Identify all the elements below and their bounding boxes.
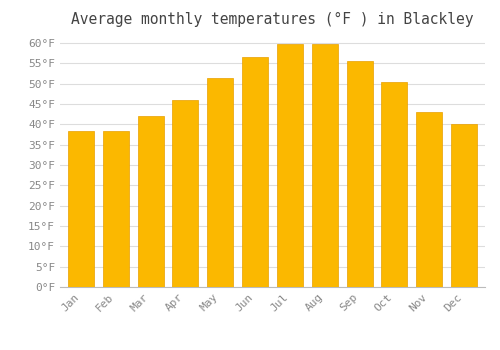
Bar (382, 82, 407, 287)
Bar (416, 112, 442, 287)
Bar (346, 61, 372, 287)
Bar (138, 116, 164, 287)
Bar (277, 44, 303, 287)
Bar (451, 124, 477, 287)
Bar (68, 131, 94, 287)
Bar (102, 131, 129, 287)
Bar (312, 44, 338, 287)
Bar (207, 78, 234, 287)
Title: Average monthly temperatures (°F ) in Blackley: Average monthly temperatures (°F ) in Bl… (72, 12, 474, 27)
Bar (242, 57, 268, 287)
Bar (172, 100, 199, 287)
